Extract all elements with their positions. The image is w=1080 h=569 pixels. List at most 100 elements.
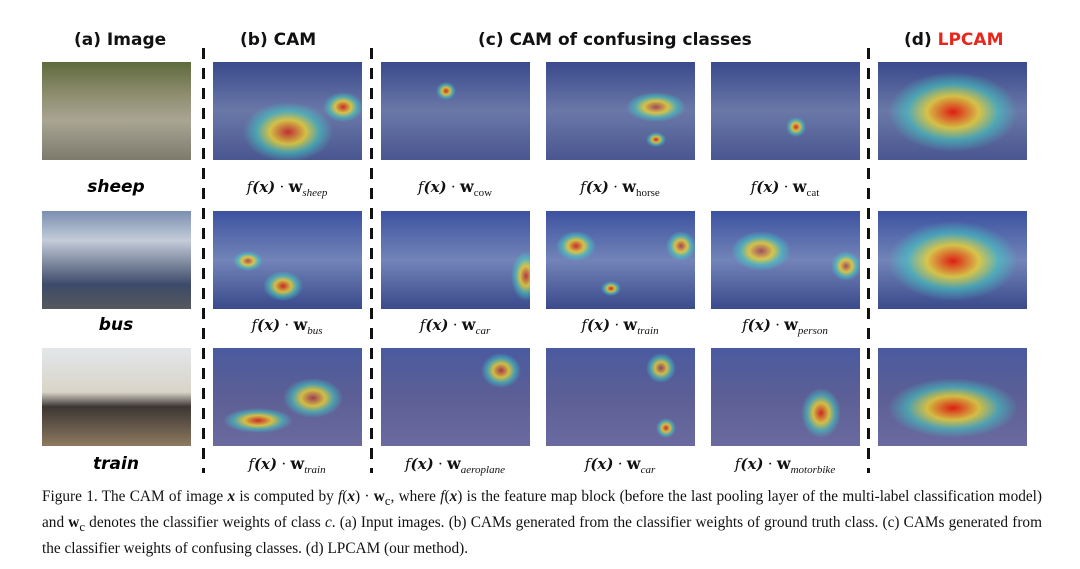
class-subscript: bus [307, 325, 323, 338]
formula-w: w [623, 315, 638, 334]
heatmap-blob [656, 418, 676, 438]
formula-dot: · [608, 179, 623, 196]
formula-f: f [404, 455, 411, 473]
class-subscript: aeroplane [460, 464, 505, 477]
class-subscript: person [797, 325, 828, 338]
formula-f: f [417, 178, 424, 196]
class-subscript: cat [806, 187, 820, 200]
cam-formula: f(x) · wperson [705, 315, 865, 337]
heatmap-blob [646, 132, 666, 147]
heatmap-blob [511, 251, 530, 301]
formula-dot: · [779, 179, 793, 196]
cam-formula: f(x) · waeroplane [375, 454, 535, 476]
formula-w: w [622, 177, 636, 196]
formula-dot: · [763, 456, 777, 473]
header-lpcam-name: LPCAM [937, 30, 1004, 50]
formula-x: (x) [585, 178, 609, 196]
formula-f: f [246, 178, 253, 196]
header-lpcam: (d) LPCAM [904, 30, 1003, 50]
formula-dot: · [770, 317, 785, 334]
cam-formula: f(x) · whorse [540, 177, 700, 199]
lpcam-map [878, 348, 1027, 446]
header-confusing: (c) CAM of confusing classes [478, 30, 752, 50]
heatmap-blob [556, 231, 596, 261]
formula-w: w [459, 177, 474, 196]
class-subscript: car [475, 325, 491, 338]
formula-f: f [584, 455, 591, 473]
cam-map [213, 348, 362, 446]
class-subscript: motorbike [790, 464, 836, 477]
formula-f: f [750, 178, 757, 196]
class-subscript: train [304, 464, 326, 477]
formula-w: w [792, 177, 807, 196]
cam-map [546, 211, 695, 309]
formula-w: w [293, 315, 308, 334]
heatmap-blob [283, 378, 343, 418]
cam-formula: f(x) · wcar [375, 315, 535, 337]
formula-w: w [290, 454, 305, 473]
input-image-sheep [42, 62, 191, 160]
class-label: train [93, 454, 139, 474]
formula-x: (x) [425, 316, 449, 334]
heatmap-blob [323, 92, 362, 122]
formula-x: (x) [740, 455, 764, 473]
formula-dot: · [446, 179, 460, 196]
class-subscript: horse [635, 187, 660, 200]
formula-w: w [447, 454, 461, 473]
input-image-bus [42, 211, 191, 309]
formula-dot: · [448, 317, 462, 334]
formula-w: w [461, 315, 476, 334]
cam-formula: f(x) · wcat [705, 177, 865, 199]
formula-f: f [742, 316, 748, 334]
heatmap-blob [786, 117, 806, 137]
heatmap-blob [481, 353, 521, 388]
cam-map [711, 211, 860, 309]
lpcam-map [878, 62, 1027, 160]
heatmap-blob [626, 92, 686, 122]
cam-map [711, 62, 860, 160]
formula-dot: · [610, 317, 624, 334]
formula-x: (x) [253, 455, 278, 473]
header-cam: (b) CAM [240, 30, 317, 50]
class-subscript: cow [473, 187, 493, 200]
cam-map [381, 348, 530, 446]
class-subscript: sheep [302, 187, 328, 200]
formula-x: (x) [586, 316, 611, 334]
heatmap-blob [436, 82, 456, 100]
heatmap-blob [801, 388, 841, 438]
heatmap-blob [601, 281, 621, 296]
heatmap-blob [888, 221, 1018, 301]
formula-dot: · [277, 456, 291, 473]
class-label: bus [98, 315, 134, 335]
input-image-train [42, 348, 191, 446]
lpcam-map [878, 211, 1027, 309]
formula-x: (x) [747, 316, 771, 334]
heatmap-blob [243, 102, 333, 160]
cam-formula: f(x) · wmotorbike [705, 454, 865, 476]
cam-map [213, 62, 362, 160]
formula-x: (x) [756, 178, 780, 196]
header-lpcam-prefix: (d) [904, 30, 938, 50]
divider-1 [202, 48, 205, 473]
cam-formula: f(x) · wcar [540, 454, 700, 476]
formula-w: w [776, 454, 791, 473]
heatmap-blob [888, 72, 1018, 152]
formula-w: w [626, 454, 641, 473]
formula-f: f [251, 316, 258, 334]
formula-f: f [580, 178, 586, 196]
class-subscript: car [640, 464, 656, 477]
divider-3 [867, 48, 870, 473]
figure-caption: Figure 1. The CAM of image x is computed… [42, 488, 1043, 558]
heatmap-blob [666, 231, 695, 261]
formula-f: f [248, 455, 254, 473]
heatmap-blob [831, 251, 860, 281]
formula-f: f [581, 316, 587, 334]
class-label: sheep [87, 177, 145, 197]
heatmap-blob [646, 353, 676, 383]
cam-formula: f(x) · wtrain [540, 315, 700, 337]
formula-x: (x) [590, 455, 614, 473]
heatmap-blob [223, 408, 293, 433]
formula-x: (x) [257, 316, 281, 334]
formula-f: f [734, 455, 741, 473]
formula-x: (x) [410, 455, 434, 473]
